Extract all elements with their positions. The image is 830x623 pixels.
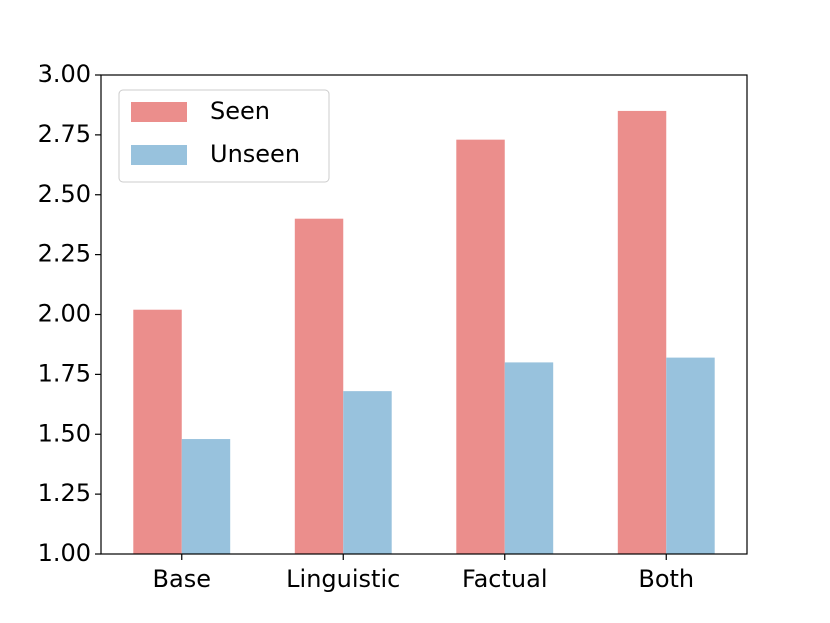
x-tick-label: Linguistic [286,565,400,593]
y-tick-label: 1.25 [38,479,91,507]
y-tick-label: 2.00 [38,300,91,328]
legend-label: Seen [210,97,270,125]
y-tick-label: 2.25 [38,240,91,268]
y-tick-label: 1.75 [38,359,91,387]
y-tick-label: 2.50 [38,180,91,208]
y-tick-label: 3.00 [38,60,91,88]
bar [666,357,715,554]
bar [617,110,667,555]
legend-swatch [131,145,187,165]
bar [504,362,554,554]
bar [294,218,344,554]
x-tick-label: Both [638,565,694,593]
bar [456,139,505,555]
y-tick-label: 1.50 [38,419,91,447]
bar [181,439,231,554]
legend-label: Unseen [210,140,300,168]
x-tick-label: Base [153,565,211,593]
y-tick-label: 2.75 [38,120,91,148]
plot-frame [100,74,748,555]
x-tick-label: Factual [462,565,548,593]
y-tick-label: 1.00 [38,539,91,567]
legend-swatch [131,102,187,122]
bar [343,391,392,554]
bar [133,309,182,554]
